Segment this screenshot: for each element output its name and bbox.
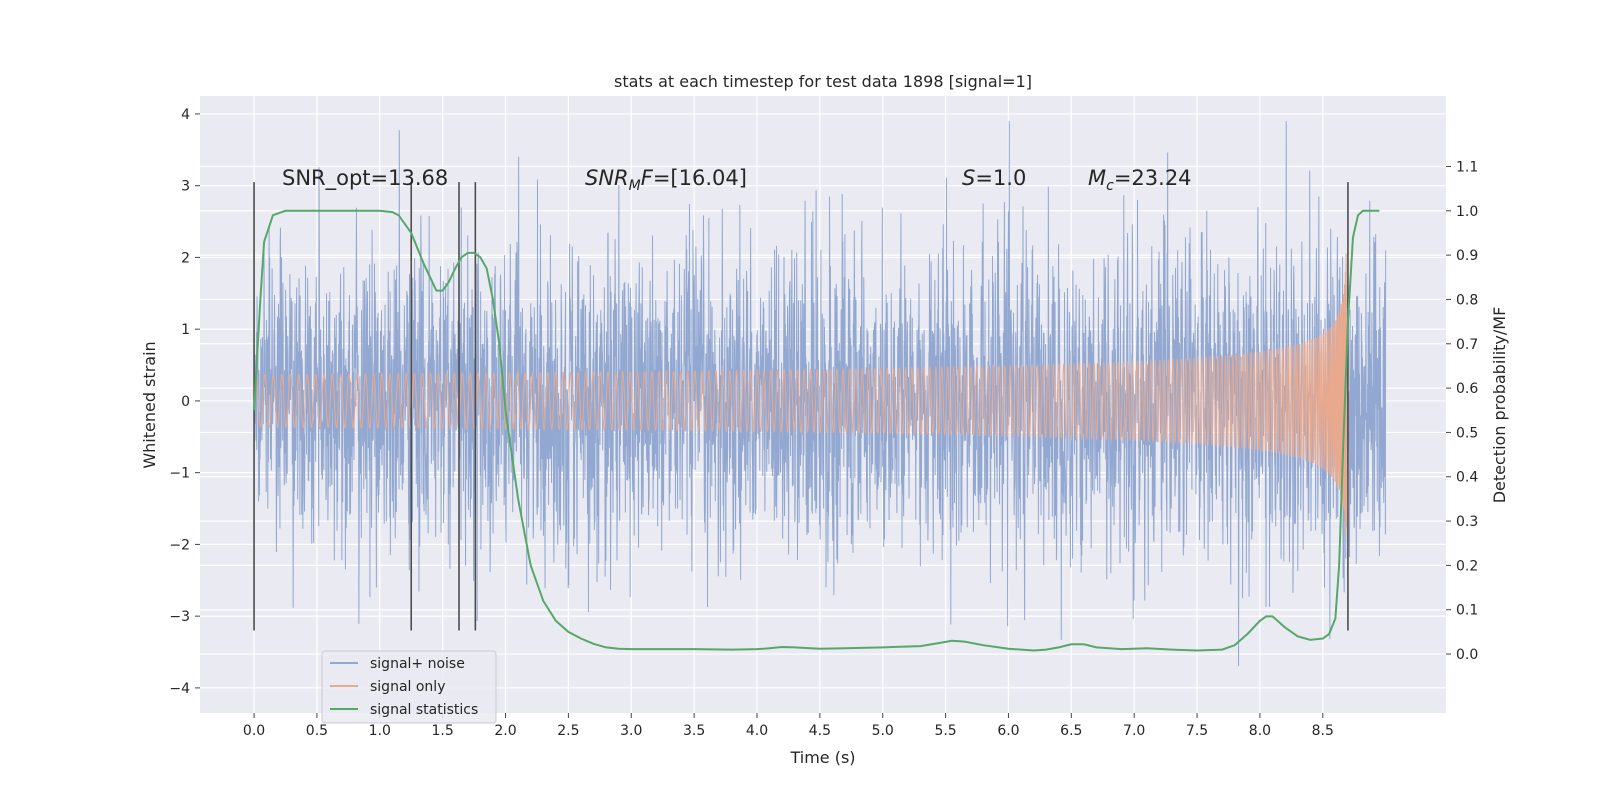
y2-tick-label: 0.1 <box>1456 603 1478 619</box>
y-tick-label: 0 <box>181 394 190 410</box>
y-tick-label: −2 <box>169 537 190 553</box>
y-tick-label: −4 <box>169 681 190 697</box>
x-tick-label: 1.5 <box>432 723 454 739</box>
chart-title: stats at each timestep for test data 189… <box>614 72 1032 91</box>
y2-tick-label: 0.3 <box>1456 514 1478 530</box>
y2-tick-label: 0.9 <box>1456 248 1478 264</box>
y2-tick-label: 0.8 <box>1456 292 1478 308</box>
x-tick-label: 6.0 <box>997 723 1019 739</box>
y-ticks: −4 −3 −2 −1 0 1 2 3 4 <box>169 107 200 697</box>
y-tick-label: −3 <box>169 609 190 625</box>
y-tick-label: 2 <box>181 250 190 266</box>
y2-tick-label: 0.6 <box>1456 381 1478 397</box>
annotation-mc: Mc=23.24 <box>1088 166 1192 194</box>
y-tick-label: 4 <box>181 107 190 123</box>
annotation-snr-mf: SNRMF=[16.04] <box>585 166 747 194</box>
x-tick-label: 2.5 <box>557 723 579 739</box>
x-tick-label: 0.0 <box>243 723 265 739</box>
legend: signal+ noise signal only signal statist… <box>321 650 497 724</box>
y2-tick-label: 0.7 <box>1456 337 1478 353</box>
annotation-snr-opt: SNR_opt=13.68 <box>282 166 448 191</box>
y2-tick-label: 1.1 <box>1456 159 1478 175</box>
x-tick-label: 5.5 <box>934 723 956 739</box>
y2-tick-label: 0.0 <box>1456 647 1478 663</box>
y2-tick-label: 0.4 <box>1456 470 1478 486</box>
series-signal-only <box>253 253 1348 536</box>
y2-tick-label: 1.0 <box>1456 204 1478 220</box>
legend-label-signal-only: signal only <box>370 679 445 695</box>
y-axis-label: Whitened strain <box>140 341 159 468</box>
legend-label-signal-statistics: signal statistics <box>370 702 478 718</box>
y-tick-label: 3 <box>181 179 190 195</box>
x-tick-label: 8.5 <box>1312 723 1334 739</box>
series-signal-statistics <box>253 209 1380 652</box>
legend-box <box>321 650 497 724</box>
x-axis-label: Time (s) <box>789 748 855 767</box>
y2-tick-label: 0.5 <box>1456 425 1478 441</box>
y-tick-label: −1 <box>169 466 190 482</box>
x-tick-label: 8.0 <box>1249 723 1271 739</box>
y2-axis-label: Detection probability/MF <box>1490 307 1509 504</box>
x-tick-label: 5.0 <box>872 723 894 739</box>
annotation-s-value: =1.0 <box>975 166 1026 190</box>
y-tick-label: 1 <box>181 322 190 338</box>
x-tick-label: 3.5 <box>683 723 705 739</box>
x-tick-label: 6.5 <box>1060 723 1082 739</box>
x-tick-label: 0.5 <box>306 723 328 739</box>
annotation-s: S=1.0 <box>962 166 1026 190</box>
y2-tick-label: 0.2 <box>1456 558 1478 574</box>
x-tick-label: 7.5 <box>1186 723 1208 739</box>
annotation-snr-mf-value: =[16.04] <box>653 166 747 190</box>
x-tick-label: 1.0 <box>369 723 391 739</box>
x-tick-label: 2.0 <box>494 723 516 739</box>
x-tick-label: 4.5 <box>809 723 831 739</box>
legend-label-signal-noise: signal+ noise <box>370 656 465 672</box>
x-tick-label: 7.0 <box>1123 723 1145 739</box>
x-ticks: 0.0 0.5 1.0 1.5 2.0 2.5 3.0 3.5 4.0 4.5 5.0 5.5 6.0 6… <box>243 713 1334 739</box>
y2-ticks: 0.0 0.1 0.2 0.3 0.4 0.5 0.6 0.7 0.8 0.9 1.0 1.1 <box>1446 159 1478 663</box>
x-tick-label: 4.0 <box>746 723 768 739</box>
x-tick-label: 3.0 <box>620 723 642 739</box>
annotation-mc-value: =23.24 <box>1114 166 1192 190</box>
